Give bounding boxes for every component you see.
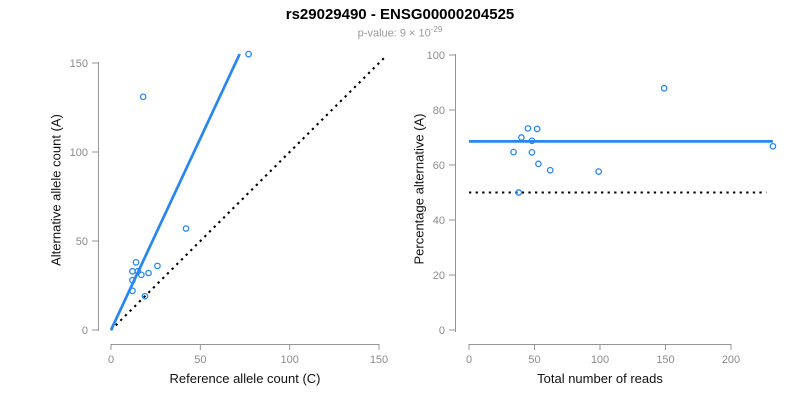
data-point xyxy=(535,160,542,168)
x-tick-label: 50 xyxy=(528,354,540,366)
y-tick-label: 100 xyxy=(70,147,88,159)
right-y-axis-label: Percentage alternative (A) xyxy=(411,113,427,265)
y-tick-label: 40 xyxy=(433,215,445,227)
left-y-axis-label: Alternative allele count (A) xyxy=(48,114,64,266)
data-point xyxy=(515,189,523,196)
data-point xyxy=(141,292,149,300)
fit-line xyxy=(109,53,241,331)
data-point xyxy=(154,262,161,270)
data-point xyxy=(129,276,136,284)
data-point xyxy=(518,134,525,141)
data-point xyxy=(182,225,190,232)
data-point xyxy=(245,50,252,58)
y-tick-label: 50 xyxy=(76,236,88,248)
data-point xyxy=(132,259,140,266)
data-point xyxy=(139,93,147,101)
data-point xyxy=(138,271,145,279)
x-tick-label: 100 xyxy=(280,354,298,366)
x-tick-label: 50 xyxy=(194,354,206,366)
data-point xyxy=(528,149,536,156)
pvalue-exponent: -29 xyxy=(430,25,443,34)
data-point xyxy=(769,142,777,150)
x-tick-label: 200 xyxy=(722,354,740,366)
y-tick-label: 0 xyxy=(82,325,88,337)
figure-title: rs29029490 - ENSG00000204525 xyxy=(285,6,515,23)
data-point xyxy=(145,269,152,277)
right-x-axis-label: Total number of reads xyxy=(537,371,663,386)
data-point xyxy=(129,287,136,295)
y-tick-label: 150 xyxy=(70,58,88,70)
x-tick-label: 100 xyxy=(591,354,609,366)
pvalue-text: p-value: 9 × 10 xyxy=(357,27,431,40)
data-point xyxy=(546,166,554,174)
data-point xyxy=(528,137,536,145)
y-tick-label: 0 xyxy=(439,325,445,337)
x-tick-label: 0 xyxy=(466,354,472,366)
data-point xyxy=(129,267,136,275)
data-point xyxy=(510,148,517,156)
pvalue-subtitle: p-value: 9 × 10-29 xyxy=(0,25,800,40)
y-tick-label: 20 xyxy=(433,270,445,282)
x-tick-label: 150 xyxy=(656,354,674,366)
x-tick-label: 150 xyxy=(370,354,388,366)
data-point xyxy=(595,168,603,175)
data-point xyxy=(134,267,142,275)
data-point xyxy=(524,125,532,132)
data-point xyxy=(533,125,541,133)
x-tick-label: 0 xyxy=(108,354,114,366)
y-tick-label: 60 xyxy=(433,160,445,172)
y-tick-label: 80 xyxy=(433,105,445,117)
left-x-axis-label: Reference allele count (C) xyxy=(169,371,321,386)
identity-line xyxy=(110,55,387,331)
data-point xyxy=(660,84,668,92)
y-tick-label: 100 xyxy=(427,50,445,62)
